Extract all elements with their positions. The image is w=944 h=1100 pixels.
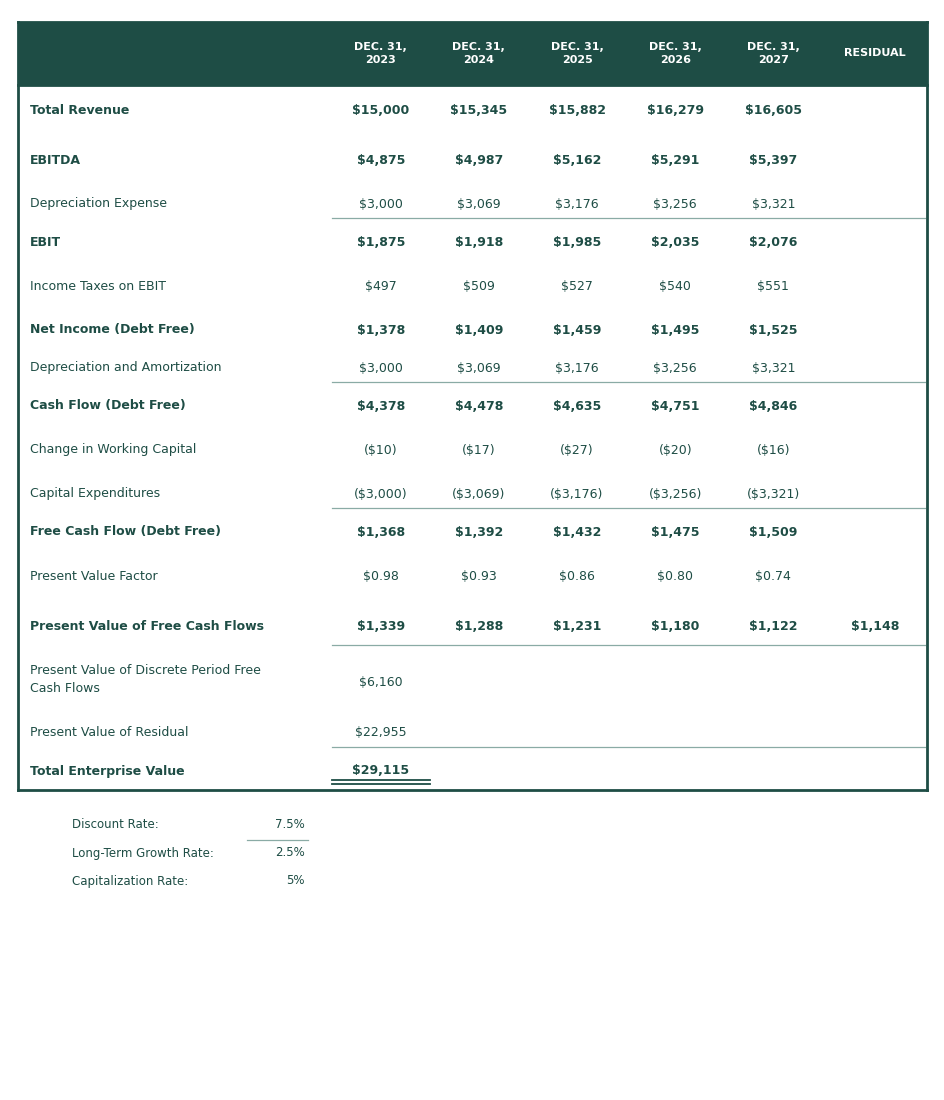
Text: $0.86: $0.86	[559, 570, 595, 583]
Text: $5,162: $5,162	[552, 154, 600, 166]
Text: $5,291: $5,291	[650, 154, 699, 166]
Text: $3,256: $3,256	[652, 198, 697, 210]
Text: $15,345: $15,345	[450, 103, 507, 117]
Text: $22,955: $22,955	[355, 726, 406, 739]
Text: DEC. 31,
2027: DEC. 31, 2027	[746, 42, 799, 65]
Text: $0.98: $0.98	[362, 570, 398, 583]
Text: $1,475: $1,475	[650, 526, 699, 539]
Text: Present Value of Residual: Present Value of Residual	[30, 726, 188, 739]
Text: $2,076: $2,076	[749, 235, 797, 249]
Text: ($20): ($20)	[658, 443, 691, 456]
Text: 7.5%: 7.5%	[275, 818, 305, 832]
Text: $1,122: $1,122	[749, 619, 797, 632]
Text: Change in Working Capital: Change in Working Capital	[30, 443, 196, 456]
Text: EBITDA: EBITDA	[30, 154, 81, 166]
Text: Capitalization Rate:: Capitalization Rate:	[72, 874, 188, 888]
Text: $1,392: $1,392	[454, 526, 502, 539]
Text: $4,846: $4,846	[749, 399, 797, 412]
Text: 5%: 5%	[286, 874, 305, 888]
Text: ($27): ($27)	[560, 443, 593, 456]
Text: Depreciation and Amortization: Depreciation and Amortization	[30, 362, 221, 374]
Text: $509: $509	[463, 279, 495, 293]
Text: $1,509: $1,509	[749, 526, 797, 539]
Text: Total Revenue: Total Revenue	[30, 103, 129, 117]
Text: $1,339: $1,339	[356, 619, 404, 632]
Text: $4,378: $4,378	[356, 399, 404, 412]
Text: $3,000: $3,000	[359, 362, 402, 374]
Text: $5,397: $5,397	[749, 154, 797, 166]
Text: Present Value Factor: Present Value Factor	[30, 570, 158, 583]
Text: Net Income (Debt Free): Net Income (Debt Free)	[30, 323, 194, 337]
Text: DEC. 31,
2026: DEC. 31, 2026	[649, 42, 700, 65]
Text: $16,279: $16,279	[646, 103, 703, 117]
Text: Discount Rate:: Discount Rate:	[72, 818, 159, 832]
Text: $3,321: $3,321	[750, 362, 794, 374]
Text: ($3,000): ($3,000)	[353, 487, 407, 500]
Text: Cash Flow (Debt Free): Cash Flow (Debt Free)	[30, 399, 186, 412]
Bar	[18, 22, 926, 85]
Text: Free Cash Flow (Debt Free): Free Cash Flow (Debt Free)	[30, 526, 221, 539]
Text: $1,495: $1,495	[650, 323, 699, 337]
Text: ($16): ($16)	[756, 443, 789, 456]
Text: Capital Expenditures: Capital Expenditures	[30, 487, 160, 500]
Text: DEC. 31,
2023: DEC. 31, 2023	[354, 42, 407, 65]
Text: DEC. 31,
2024: DEC. 31, 2024	[452, 42, 505, 65]
Text: ($3,176): ($3,176)	[549, 487, 603, 500]
Text: $1,459: $1,459	[552, 323, 600, 337]
Text: $4,751: $4,751	[650, 399, 699, 412]
Text: $1,368: $1,368	[356, 526, 404, 539]
Text: $1,875: $1,875	[356, 235, 404, 249]
Text: $1,231: $1,231	[552, 619, 600, 632]
Text: $1,378: $1,378	[356, 323, 404, 337]
Text: $4,635: $4,635	[552, 399, 600, 412]
Text: $16,605: $16,605	[744, 103, 801, 117]
Text: $1,288: $1,288	[454, 619, 502, 632]
Text: $497: $497	[364, 279, 396, 293]
Text: $3,256: $3,256	[652, 362, 697, 374]
Text: $2,035: $2,035	[650, 235, 699, 249]
Text: $3,321: $3,321	[750, 198, 794, 210]
Text: Total Enterprise Value: Total Enterprise Value	[30, 764, 184, 778]
Text: ($3,321): ($3,321)	[746, 487, 800, 500]
Text: $15,000: $15,000	[352, 103, 409, 117]
Text: $4,875: $4,875	[356, 154, 404, 166]
Text: $1,148: $1,148	[850, 619, 898, 632]
Text: $4,987: $4,987	[454, 154, 502, 166]
Text: Present Value of Discrete Period Free
Cash Flows: Present Value of Discrete Period Free Ca…	[30, 664, 261, 694]
Text: $3,176: $3,176	[555, 362, 598, 374]
Text: 2.5%: 2.5%	[275, 847, 305, 859]
Text: $3,069: $3,069	[457, 198, 500, 210]
Text: $15,882: $15,882	[548, 103, 605, 117]
Text: $0.93: $0.93	[461, 570, 497, 583]
Text: $0.80: $0.80	[656, 570, 693, 583]
Text: $1,525: $1,525	[749, 323, 797, 337]
Text: $1,180: $1,180	[650, 619, 699, 632]
Text: ($10): ($10)	[363, 443, 397, 456]
Text: $551: $551	[757, 279, 788, 293]
Text: ($17): ($17)	[462, 443, 496, 456]
Text: EBIT: EBIT	[30, 235, 61, 249]
Text: $1,409: $1,409	[454, 323, 502, 337]
Text: $1,918: $1,918	[454, 235, 502, 249]
Text: $1,985: $1,985	[552, 235, 600, 249]
Text: $4,478: $4,478	[454, 399, 502, 412]
Text: $3,069: $3,069	[457, 362, 500, 374]
Text: ($3,256): ($3,256)	[648, 487, 701, 500]
Text: $3,176: $3,176	[555, 198, 598, 210]
Text: $0.74: $0.74	[754, 570, 790, 583]
Text: $1,432: $1,432	[552, 526, 600, 539]
Text: $3,000: $3,000	[359, 198, 402, 210]
Text: $527: $527	[561, 279, 592, 293]
Text: $540: $540	[659, 279, 690, 293]
Text: RESIDUAL: RESIDUAL	[843, 48, 904, 58]
Text: DEC. 31,
2025: DEC. 31, 2025	[550, 42, 603, 65]
Text: ($3,069): ($3,069)	[451, 487, 505, 500]
Text: Present Value of Free Cash Flows: Present Value of Free Cash Flows	[30, 619, 263, 632]
Text: Income Taxes on EBIT: Income Taxes on EBIT	[30, 279, 166, 293]
Text: $6,160: $6,160	[359, 676, 402, 689]
Text: $29,115: $29,115	[352, 764, 409, 778]
Text: Depreciation Expense: Depreciation Expense	[30, 198, 167, 210]
Text: Long-Term Growth Rate:: Long-Term Growth Rate:	[72, 847, 213, 859]
